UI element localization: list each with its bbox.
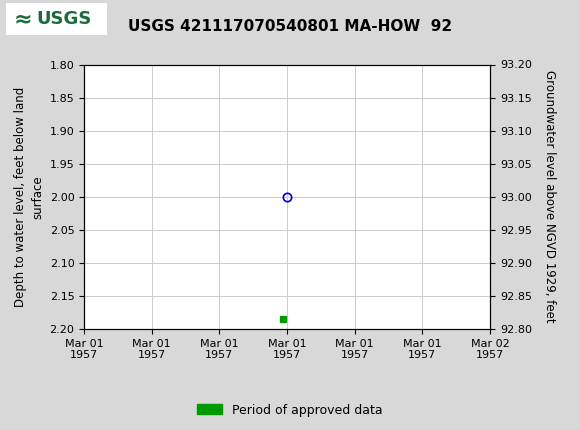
Y-axis label: Depth to water level, feet below land
surface: Depth to water level, feet below land su… <box>14 86 44 307</box>
Text: USGS: USGS <box>36 10 92 28</box>
Bar <box>6 3 107 35</box>
Text: ≈: ≈ <box>14 9 32 29</box>
Y-axis label: Groundwater level above NGVD 1929, feet: Groundwater level above NGVD 1929, feet <box>543 71 556 323</box>
Text: USGS 421117070540801 MA-HOW  92: USGS 421117070540801 MA-HOW 92 <box>128 19 452 34</box>
Legend: Period of approved data: Period of approved data <box>192 399 388 421</box>
